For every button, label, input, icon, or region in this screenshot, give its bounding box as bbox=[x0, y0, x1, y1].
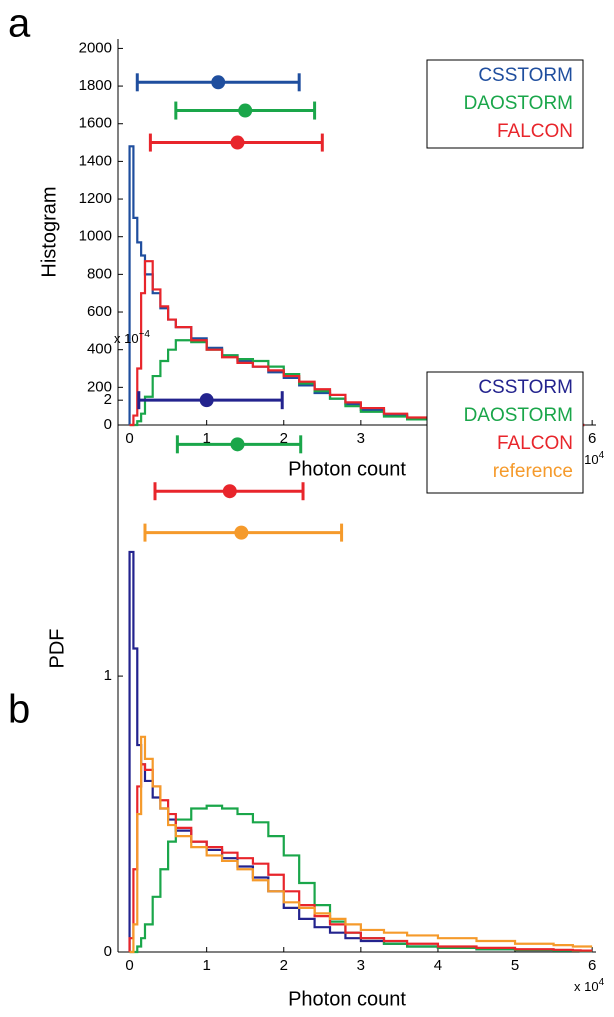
multiplier-exponent: 4 bbox=[599, 450, 605, 461]
x-tick-label: 1 bbox=[202, 957, 210, 974]
x-tick-label: 5 bbox=[511, 957, 519, 974]
x-tick-label: 1 bbox=[202, 430, 210, 447]
y-tick-label: 1000 bbox=[79, 228, 112, 245]
legend-entry: FALCON bbox=[497, 433, 573, 454]
y-tick-label: 0 bbox=[104, 416, 112, 433]
multiplier-base: x 10 bbox=[574, 979, 599, 994]
panel-letter: b bbox=[8, 688, 30, 732]
legend-box bbox=[426, 59, 584, 149]
mean-marker bbox=[199, 393, 214, 408]
multiplier-base: x 10 bbox=[114, 331, 139, 346]
y-tick-label: 1200 bbox=[79, 190, 112, 207]
y-tick-label: 2000 bbox=[79, 39, 112, 56]
axis-multiplier: x 10−4 bbox=[114, 329, 150, 347]
y-tick-label: 1400 bbox=[79, 152, 112, 169]
mean-marker bbox=[230, 437, 245, 452]
x-tick-label: 2 bbox=[280, 957, 288, 974]
y-tick-label: 400 bbox=[87, 341, 112, 358]
mean-marker bbox=[238, 103, 253, 118]
x-tick-label: 3 bbox=[357, 957, 365, 974]
legend-entry: CSSTORM bbox=[478, 65, 573, 86]
legend-entry: CSSTORM bbox=[478, 377, 573, 398]
panel-letter: a bbox=[8, 2, 31, 46]
y-tick-label: 2 bbox=[104, 391, 112, 408]
x-axis-label: Photon count bbox=[288, 988, 406, 1010]
y-tick-label: 600 bbox=[87, 303, 112, 320]
x-tick-label: 0 bbox=[125, 430, 133, 447]
x-tick-label: 6 bbox=[588, 957, 596, 974]
y-tick-label: 1800 bbox=[79, 77, 112, 94]
y-axis-label: PDF bbox=[46, 629, 68, 669]
x-tick-label: 3 bbox=[357, 430, 365, 447]
axis-multiplier: x 104 bbox=[574, 977, 605, 995]
x-tick-label: 6 bbox=[588, 430, 596, 447]
y-tick-label: 800 bbox=[87, 265, 112, 282]
x-tick-label: 2 bbox=[280, 430, 288, 447]
y-axis-label: Histogram bbox=[38, 186, 60, 277]
multiplier-exponent: −4 bbox=[139, 329, 151, 340]
y-tick-label: 1600 bbox=[79, 115, 112, 132]
histogram-line bbox=[128, 763, 593, 952]
legend-entry: DAOSTORM bbox=[464, 93, 573, 114]
mean-marker bbox=[222, 484, 237, 499]
legend-box bbox=[426, 371, 584, 494]
histogram-line bbox=[128, 550, 593, 953]
x-axis-label: Photon count bbox=[288, 458, 406, 480]
histogram-line bbox=[129, 735, 593, 954]
x-tick-label: 0 bbox=[125, 957, 133, 974]
x-tick-label: 4 bbox=[434, 957, 442, 974]
legend-entry: reference bbox=[493, 461, 573, 482]
legend-entry: FALCON bbox=[497, 121, 573, 142]
y-tick-label: 1 bbox=[104, 667, 112, 684]
mean-marker bbox=[211, 75, 226, 90]
y-tick-label: 0 bbox=[104, 943, 112, 960]
multiplier-exponent: 4 bbox=[599, 977, 605, 988]
legend-entry: DAOSTORM bbox=[464, 405, 573, 426]
mean-marker bbox=[234, 525, 249, 540]
mean-marker bbox=[230, 135, 245, 150]
y-tick-label: 200 bbox=[87, 378, 112, 395]
